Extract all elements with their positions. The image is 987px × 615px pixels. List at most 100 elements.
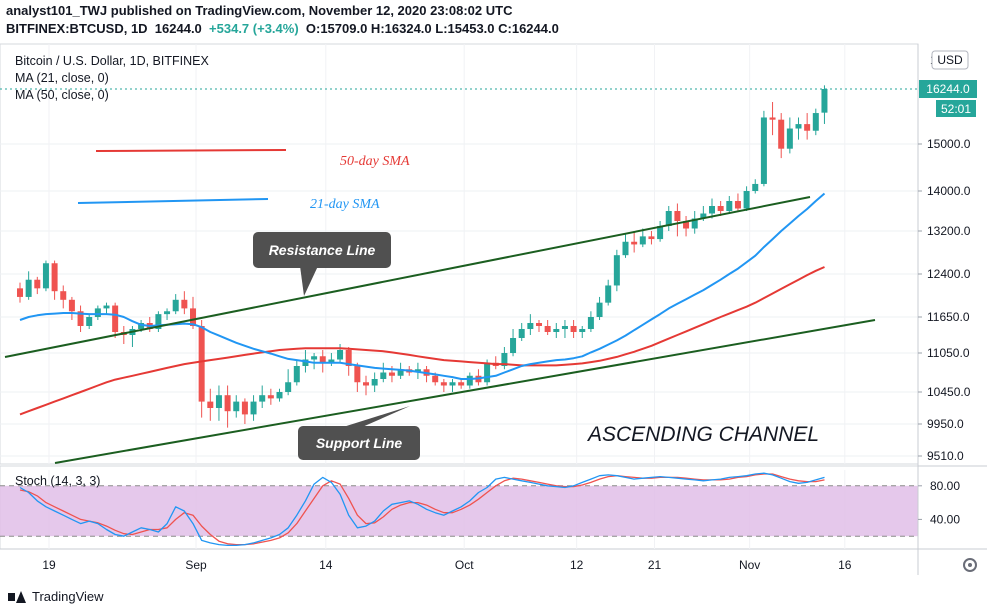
candle bbox=[570, 320, 577, 338]
candle-body bbox=[77, 311, 84, 326]
candle-body bbox=[302, 359, 309, 366]
sma50-label: 50-day SMA bbox=[340, 154, 410, 169]
candle-body bbox=[198, 326, 205, 402]
price-pane-frame bbox=[0, 43, 919, 465]
candle bbox=[657, 221, 664, 242]
time-tick-label: 16 bbox=[838, 558, 852, 572]
candle-body bbox=[639, 236, 646, 245]
candle-body bbox=[51, 263, 58, 292]
candle-body bbox=[786, 128, 793, 149]
candle-body bbox=[596, 302, 603, 317]
candle bbox=[536, 320, 542, 332]
candle-body bbox=[250, 401, 257, 415]
candle-body bbox=[328, 359, 335, 363]
candle bbox=[155, 311, 162, 332]
candle-body bbox=[544, 326, 551, 332]
candle bbox=[68, 296, 75, 320]
price-tick-label: 15000.0 bbox=[927, 137, 971, 151]
legend-ma21[interactable]: MA (21, close, 0) bbox=[15, 71, 109, 85]
candle-body bbox=[484, 362, 491, 383]
currency-box bbox=[931, 50, 969, 70]
support-callout-pointer bbox=[340, 406, 410, 428]
candle bbox=[648, 231, 655, 245]
candle bbox=[319, 350, 326, 373]
candle-body bbox=[769, 117, 776, 120]
candle bbox=[769, 101, 776, 136]
candle bbox=[665, 206, 672, 231]
candle-body bbox=[587, 317, 594, 329]
candle-body bbox=[190, 308, 196, 326]
candle bbox=[804, 113, 811, 140]
candle-body bbox=[414, 369, 421, 373]
candle-body bbox=[285, 382, 292, 392]
candle-body bbox=[622, 241, 629, 256]
candle-body bbox=[743, 191, 750, 209]
candle-body bbox=[778, 119, 785, 149]
candle bbox=[440, 379, 447, 392]
legend-stoch[interactable]: Stoch (14, 3, 3) bbox=[15, 474, 101, 488]
candle bbox=[207, 388, 214, 421]
stoch-k-line bbox=[19, 472, 825, 547]
last-price: 16244.0 bbox=[154, 21, 202, 36]
candle-body bbox=[371, 379, 378, 386]
candle bbox=[164, 308, 171, 320]
candle bbox=[726, 196, 733, 214]
candle bbox=[112, 302, 119, 338]
candle bbox=[544, 320, 551, 335]
candle-body bbox=[570, 326, 577, 332]
settings-gear-hub bbox=[968, 563, 972, 567]
candle bbox=[233, 395, 240, 418]
candle bbox=[674, 203, 681, 237]
candle-body bbox=[527, 323, 534, 329]
settings-gear-ring bbox=[963, 558, 977, 572]
candle bbox=[510, 329, 517, 357]
candle bbox=[631, 231, 638, 253]
candle bbox=[103, 302, 110, 315]
price-tick-label: 9510.0 bbox=[927, 449, 964, 463]
candle-body bbox=[155, 314, 162, 329]
candle bbox=[241, 398, 248, 424]
candle bbox=[579, 326, 586, 338]
candle bbox=[821, 85, 828, 124]
tradingview-brand[interactable]: TradingView bbox=[8, 589, 104, 604]
candle bbox=[613, 249, 620, 292]
annotations: 50-day SMA 21-day SMA Resistance Line Suppo… bbox=[77, 149, 819, 460]
candle-body bbox=[233, 401, 240, 412]
candle bbox=[77, 305, 84, 332]
stoch-d-line bbox=[19, 473, 825, 546]
candle bbox=[371, 372, 378, 392]
candle-body bbox=[510, 338, 517, 353]
candle bbox=[605, 279, 612, 306]
candle-body bbox=[60, 291, 67, 300]
candle bbox=[639, 228, 646, 248]
sma21-legend-line bbox=[77, 198, 269, 204]
candle-body bbox=[181, 299, 188, 309]
candle-body bbox=[579, 329, 586, 332]
candle-body bbox=[657, 226, 664, 240]
candle bbox=[146, 317, 153, 332]
candle bbox=[587, 311, 594, 332]
candle-body bbox=[795, 124, 802, 129]
settings-gear-icon[interactable] bbox=[963, 558, 977, 572]
candle-body bbox=[432, 375, 439, 383]
candle bbox=[42, 260, 49, 292]
candle-body bbox=[726, 201, 733, 211]
time-tick-label: Oct bbox=[455, 558, 474, 572]
candle bbox=[795, 117, 802, 140]
candle-body bbox=[337, 350, 344, 360]
candle-body bbox=[536, 323, 542, 326]
legend-ma50[interactable]: MA (50, close, 0) bbox=[15, 88, 109, 102]
candle bbox=[752, 179, 759, 194]
channel-label: ASCENDING CHANNEL bbox=[586, 423, 819, 446]
tradingview-logo-icon bbox=[8, 590, 26, 603]
resistance-callout-pointer bbox=[300, 266, 318, 296]
candle-body bbox=[319, 356, 326, 363]
candle-body bbox=[215, 395, 222, 408]
candle-body bbox=[86, 317, 93, 326]
candle-body bbox=[691, 218, 698, 229]
candle bbox=[561, 320, 568, 338]
candle bbox=[449, 379, 456, 392]
candle-body bbox=[449, 382, 456, 386]
candle bbox=[198, 320, 205, 418]
